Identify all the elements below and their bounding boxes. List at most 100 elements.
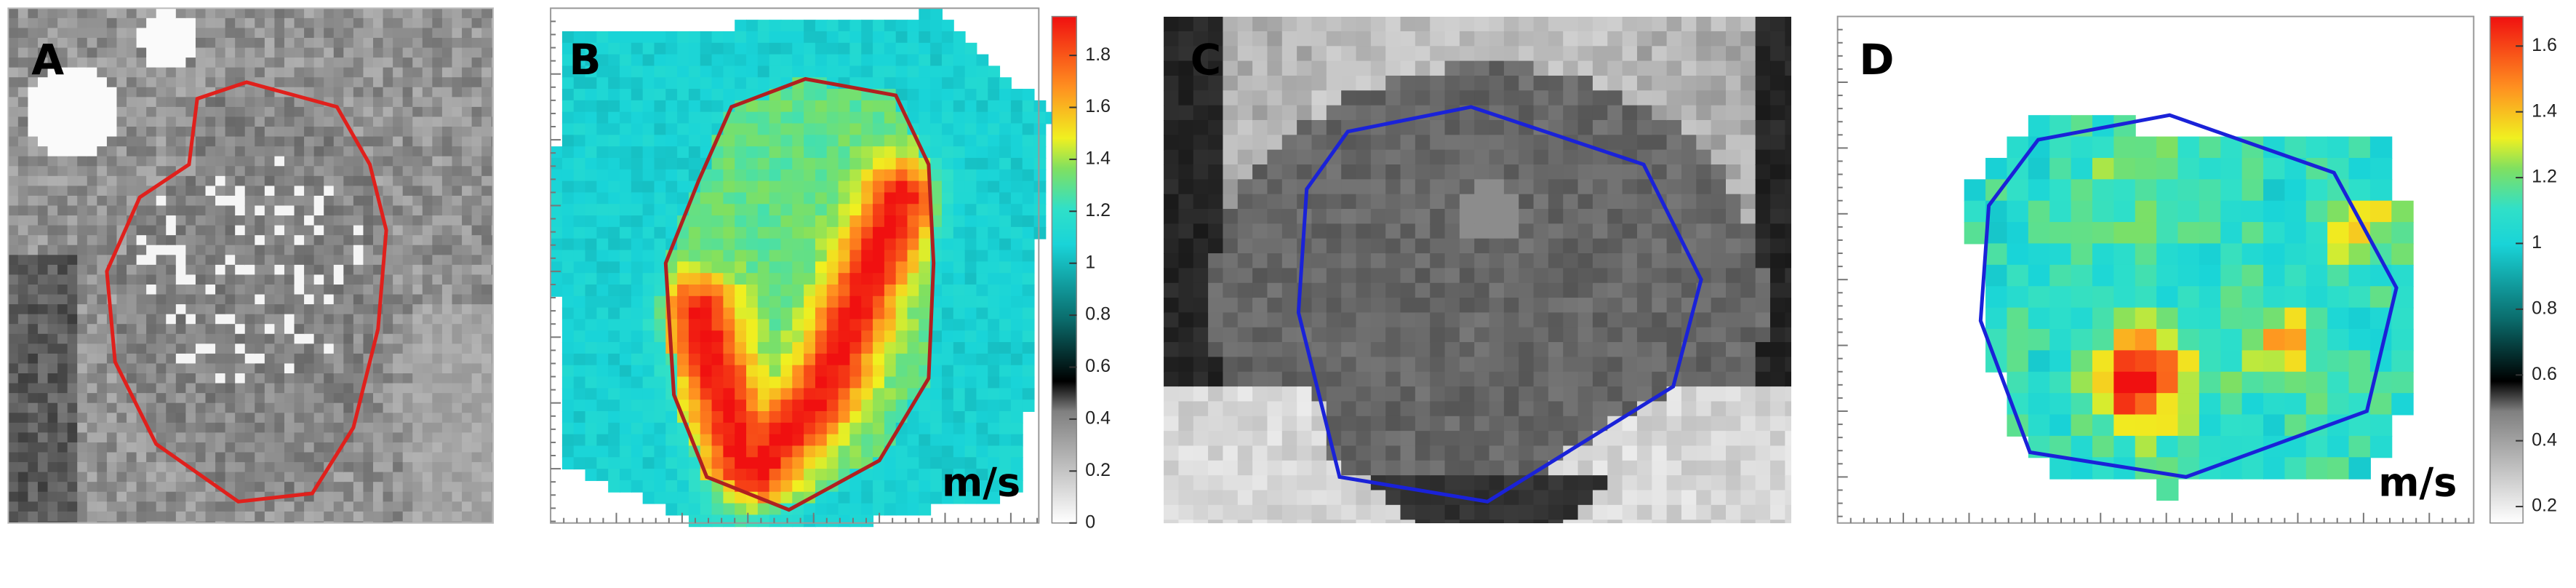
map-cell xyxy=(757,77,770,90)
map-cell xyxy=(838,273,851,285)
pixel xyxy=(481,28,492,39)
pixel xyxy=(432,472,443,483)
pixel xyxy=(37,472,49,483)
pixel xyxy=(87,324,98,335)
pixel xyxy=(205,136,217,148)
pixel xyxy=(284,363,295,375)
pixel xyxy=(175,264,187,276)
map-cell xyxy=(964,157,977,170)
pixel xyxy=(363,442,375,453)
pixel xyxy=(333,264,345,276)
pixel xyxy=(244,383,256,394)
map-cell xyxy=(746,157,759,170)
pixel xyxy=(441,235,453,246)
map-cell xyxy=(1033,146,1047,159)
pixel xyxy=(353,274,364,285)
pixel xyxy=(37,442,49,453)
map-cell xyxy=(735,445,748,458)
pixel xyxy=(1385,60,1401,76)
pixel xyxy=(383,127,394,138)
pixel xyxy=(264,442,276,453)
map-cell xyxy=(884,226,897,239)
pixel xyxy=(313,28,325,39)
pixel xyxy=(225,28,236,39)
pixel xyxy=(1178,194,1194,210)
pixel xyxy=(432,136,443,148)
pixel xyxy=(97,8,108,19)
pixel xyxy=(1326,342,1343,358)
pixel xyxy=(1326,60,1343,76)
pixel xyxy=(195,393,207,404)
map-cell xyxy=(561,388,575,401)
map-cell xyxy=(930,204,943,217)
map-cell xyxy=(826,250,839,263)
pixel xyxy=(1311,60,1327,76)
pixel xyxy=(1267,238,1283,255)
map-cell xyxy=(608,284,621,297)
pixel xyxy=(304,77,315,88)
pixel xyxy=(175,333,187,345)
pixel xyxy=(462,482,473,493)
map-cell xyxy=(711,457,724,470)
map-cell xyxy=(873,400,885,412)
pixel xyxy=(373,343,384,354)
map-cell xyxy=(999,480,1012,493)
pixel xyxy=(1297,253,1313,269)
pixel xyxy=(77,363,88,375)
pixel xyxy=(8,452,19,464)
pixel xyxy=(166,511,177,523)
map-cell xyxy=(596,77,609,90)
pixel xyxy=(235,28,246,39)
pixel xyxy=(343,324,354,335)
map-cell xyxy=(953,434,966,447)
pixel xyxy=(313,77,325,88)
pixel xyxy=(106,363,118,375)
map-cell xyxy=(620,261,632,274)
map-cell xyxy=(1010,89,1023,101)
map-cell xyxy=(700,388,713,401)
map-cell xyxy=(884,307,897,320)
map-cell xyxy=(780,31,793,44)
pixel xyxy=(205,205,217,217)
pixel xyxy=(1326,327,1343,343)
pixel xyxy=(205,413,217,424)
pixel xyxy=(28,146,39,157)
pixel xyxy=(1297,445,1313,461)
pixel xyxy=(156,255,167,266)
pixel xyxy=(185,402,196,414)
pixel xyxy=(146,136,157,148)
pixel xyxy=(1385,445,1401,461)
map-cell xyxy=(631,65,644,79)
pixel xyxy=(67,8,79,19)
pixel xyxy=(373,77,384,88)
pixel xyxy=(1281,46,1298,62)
pixel xyxy=(1252,386,1268,402)
pixel xyxy=(294,186,305,196)
pixel xyxy=(353,225,364,237)
map-cell xyxy=(930,388,943,401)
map-cell xyxy=(596,342,609,354)
map-cell xyxy=(608,445,621,458)
pixel xyxy=(17,274,29,285)
pixel xyxy=(422,324,433,335)
pixel xyxy=(57,127,68,138)
pixel xyxy=(87,452,98,464)
pixel xyxy=(412,97,423,108)
pixel xyxy=(1178,475,1194,491)
pixel xyxy=(1297,504,1313,521)
map-cell xyxy=(804,135,816,148)
pixel xyxy=(67,383,79,394)
pixel xyxy=(175,304,187,315)
map-cell xyxy=(711,65,724,79)
pixel xyxy=(452,511,463,523)
map-cell xyxy=(861,169,874,182)
pixel xyxy=(175,413,187,424)
pixel xyxy=(1356,164,1372,180)
map-cell xyxy=(620,284,632,297)
map-cell xyxy=(826,319,839,332)
pixel xyxy=(1311,135,1327,151)
pixel xyxy=(215,47,226,59)
map-cell xyxy=(620,307,632,320)
map-cell xyxy=(711,100,724,113)
map-cell xyxy=(631,261,644,274)
